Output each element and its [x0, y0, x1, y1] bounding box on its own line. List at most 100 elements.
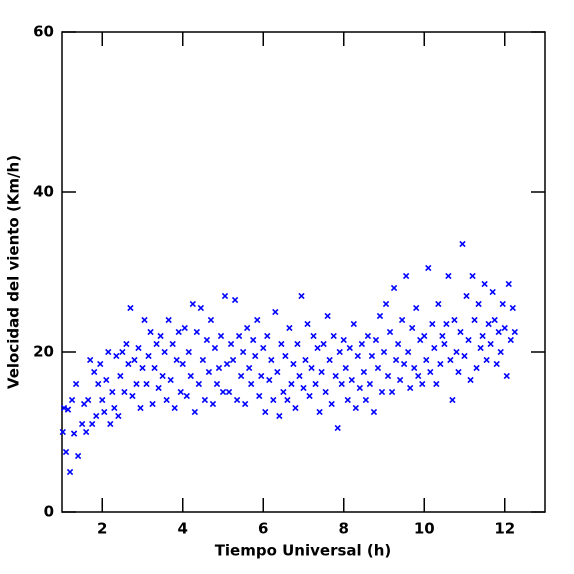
scatter-point: [141, 316, 148, 324]
scatter-point: [402, 272, 410, 280]
scatter-point: [197, 304, 205, 312]
scatter-point: [447, 356, 454, 364]
scatter-point: [266, 376, 273, 384]
scatter-point: [248, 380, 255, 388]
scatter-point: [149, 400, 156, 408]
scatter-point: [477, 344, 484, 352]
scatter-point: [503, 372, 510, 380]
scatter-point: [421, 332, 428, 340]
scatter-point: [288, 380, 295, 388]
scatter-point: [262, 408, 269, 416]
scatter-point: [437, 360, 444, 368]
scatter-point: [209, 400, 217, 408]
scatter-point: [119, 348, 126, 356]
scatter-point: [233, 396, 241, 404]
scatter-point: [487, 340, 494, 348]
scatter-point: [419, 380, 426, 388]
scatter-point: [243, 324, 251, 332]
scatter-point: [364, 332, 372, 340]
scatter-point: [296, 372, 303, 380]
scatter-point: [427, 368, 434, 376]
scatter-point: [91, 368, 98, 376]
scatter-point: [117, 372, 124, 380]
scatter-point: [324, 312, 331, 320]
scatter-point: [260, 344, 267, 352]
scatter-point: [394, 340, 402, 348]
scatter-point: [175, 328, 182, 336]
scatter-point: [491, 316, 498, 324]
scatter-point: [268, 356, 275, 364]
scatter-point: [497, 348, 504, 356]
scatter-point: [139, 364, 146, 372]
scatter-point: [314, 344, 321, 352]
scatter-point: [250, 336, 257, 344]
scatter-point: [143, 380, 150, 388]
y-axis-label: Velocidad del viento (Km/h): [5, 155, 23, 389]
y-tick-label: 20: [33, 343, 54, 361]
scatter-point: [300, 384, 307, 392]
scatter-point: [455, 368, 462, 376]
scatter-point: [413, 304, 420, 312]
scatter-point: [213, 380, 221, 388]
scatter-point: [282, 352, 289, 360]
scatter-point: [93, 412, 100, 420]
scatter-point: [109, 388, 116, 396]
scatter-point: [223, 360, 231, 368]
scatter-point: [344, 396, 351, 404]
scatter-point: [332, 372, 339, 380]
scatter-point: [451, 316, 458, 324]
scatter-point: [449, 396, 456, 404]
scatter-point: [183, 392, 190, 400]
scatter-point: [396, 376, 404, 384]
x-tick-label: 2: [97, 520, 107, 538]
scatter-point: [135, 344, 142, 352]
scatter-point: [161, 348, 168, 356]
scatter-point: [177, 388, 184, 396]
scatter-point: [217, 332, 225, 340]
scatter-point: [489, 288, 496, 296]
scatter-point: [312, 380, 319, 388]
scatter-point: [89, 420, 96, 428]
scatter-point: [99, 396, 106, 404]
scatter-point: [483, 356, 490, 364]
scatter-point: [411, 364, 418, 372]
scatter-point: [415, 372, 422, 380]
scatter-point: [409, 324, 416, 332]
scatter-point: [356, 384, 364, 392]
scatter-point: [322, 388, 329, 396]
scatter-point: [245, 364, 253, 372]
scatter-point: [316, 408, 323, 416]
scatter-point: [225, 388, 233, 396]
scatter-point: [127, 304, 134, 312]
scatter-point: [159, 372, 166, 380]
scatter-point: [241, 400, 249, 408]
scatter-point: [256, 392, 263, 400]
scatter-point: [284, 396, 291, 404]
scatter-point: [195, 380, 203, 388]
scatter-point: [374, 364, 382, 372]
scatter-point: [499, 300, 506, 308]
scatter-point: [445, 272, 452, 280]
scatter-point: [304, 320, 311, 328]
scatter-point: [459, 240, 466, 248]
scatter-point: [258, 372, 265, 380]
scatter-point: [78, 420, 86, 428]
scatter-point: [467, 376, 474, 384]
scatter-point: [334, 424, 341, 432]
scatter-point: [362, 396, 370, 404]
scatter-point: [64, 406, 72, 413]
scatter-point: [298, 292, 305, 300]
scatter-point: [306, 392, 313, 400]
scatter-point: [151, 364, 158, 372]
scatter-point: [386, 328, 394, 336]
scatter-point: [193, 328, 201, 336]
scatter-point: [431, 344, 438, 352]
scatter-point: [441, 340, 448, 348]
scatter-point: [400, 360, 408, 368]
scatter-point: [384, 372, 392, 380]
scatter-point: [185, 348, 192, 356]
y-tick-label: 0: [44, 503, 54, 521]
x-axis-label: Tiempo Universal (h): [215, 542, 392, 560]
scatter-point: [235, 332, 243, 340]
scatter-point: [274, 368, 281, 376]
